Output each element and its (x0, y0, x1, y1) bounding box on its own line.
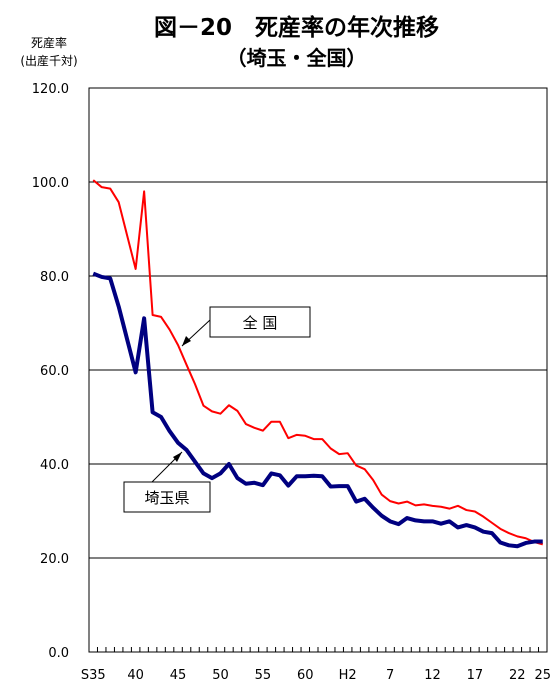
x-tick-label: 50 (212, 668, 229, 683)
x-tick-label: 60 (297, 668, 314, 683)
series-lines (92, 179, 544, 549)
chart-title: 図－20 死産率の年次推移 (153, 15, 439, 41)
x-tick-label: 22 (509, 668, 526, 683)
x-tick-label: 12 (424, 668, 441, 683)
callout-label-national: 全 国 (243, 314, 278, 332)
x-tick-label: 55 (255, 668, 272, 683)
x-tick-label: 40 (127, 668, 144, 683)
y-tick-label: 0.0 (48, 646, 69, 661)
callout-label-saitama: 埼玉県 (144, 489, 189, 507)
x-tick-label: H2 (339, 668, 357, 683)
y-tick-label: 20.0 (40, 552, 69, 567)
x-tick-label: S35 (81, 668, 106, 683)
series-line-saitama (92, 271, 543, 549)
chart-subtitle: （埼玉・全国） (226, 46, 367, 70)
x-tick-label: 25 (534, 668, 551, 683)
series-line-national (92, 179, 544, 546)
x-tick-label: 17 (467, 668, 484, 683)
plot-area (88, 87, 548, 653)
y-axis-label: 死産率 (30, 36, 67, 50)
y-axis-ticks: 0.0 20.0 40.0 60.0 80.0 100.0 120.0 (32, 82, 69, 661)
legend-callout-national: 全 国 (181, 306, 311, 347)
x-tick-label: 7 (386, 668, 394, 683)
y-tick-label: 120.0 (32, 82, 69, 97)
y-tick-label: 60.0 (40, 364, 69, 379)
y-tick-label: 100.0 (32, 176, 69, 191)
y-tick-label: 80.0 (40, 270, 69, 285)
grid-lines (89, 87, 547, 653)
y-tick-label: 40.0 (40, 458, 69, 473)
y-axis-unit-label: (出産千対) (20, 54, 78, 68)
x-axis-ticks: S35 40 45 50 55 60 H2 7 12 17 22 25 (81, 647, 551, 683)
x-tick-label: 45 (170, 668, 187, 683)
legend-callout-saitama: 埼玉県 (123, 451, 211, 513)
